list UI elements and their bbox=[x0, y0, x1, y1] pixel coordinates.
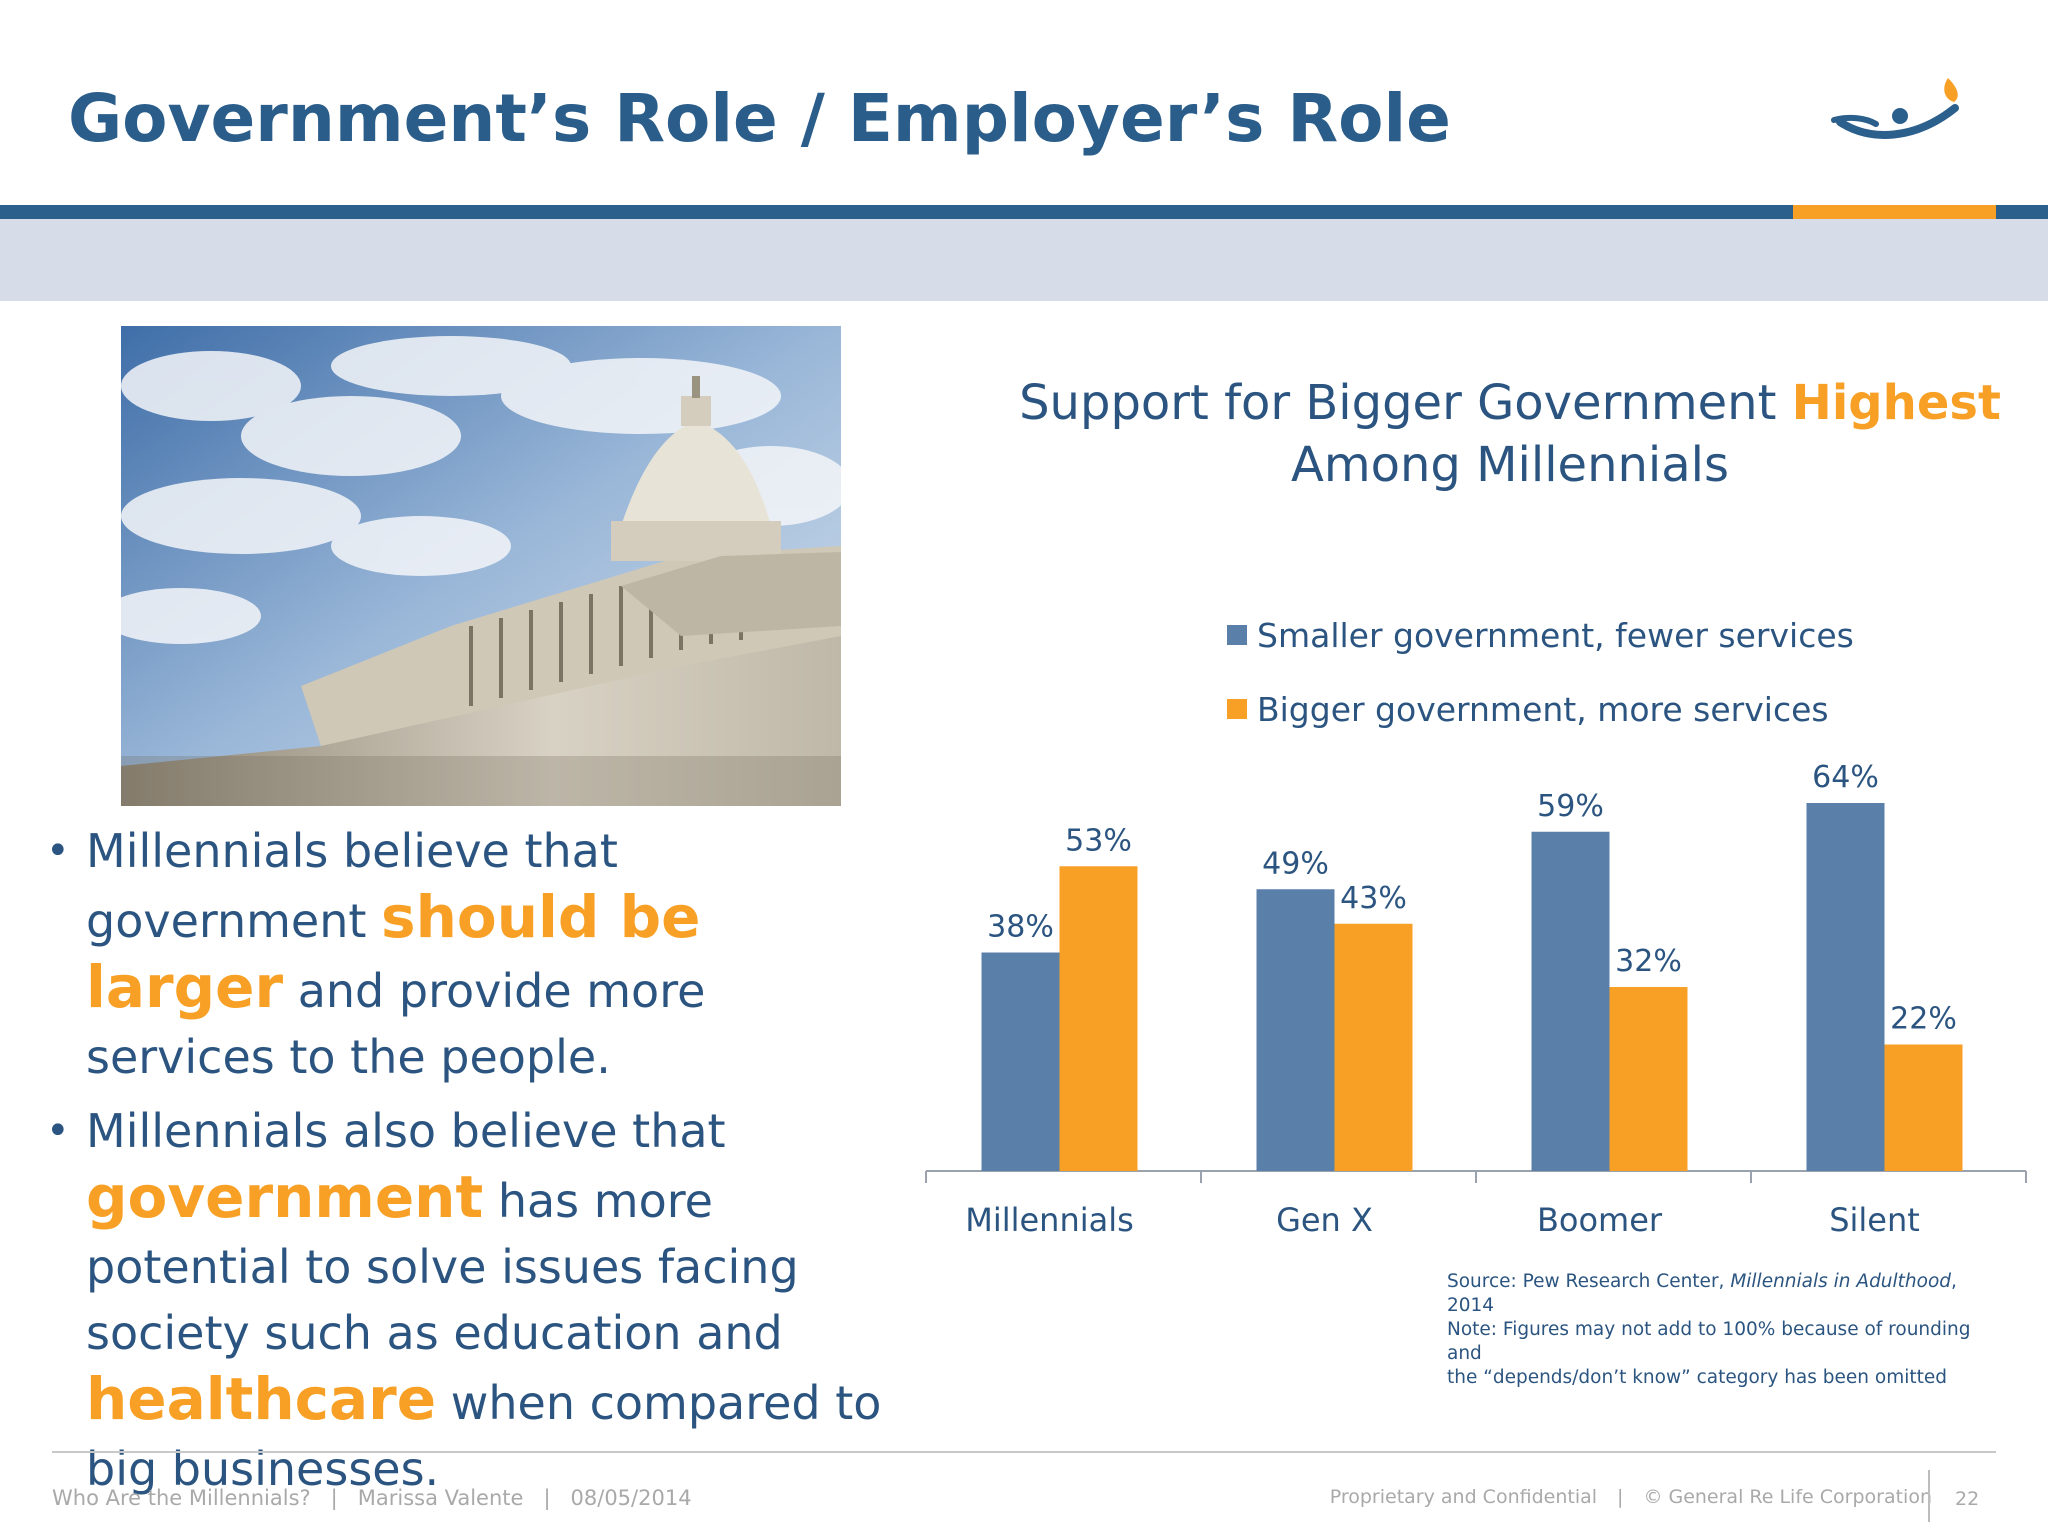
source-line-2: Note: Figures may not add to 100% becaus… bbox=[1447, 1319, 1971, 1364]
data-label: 22% bbox=[1890, 1002, 1957, 1037]
data-label: 43% bbox=[1340, 881, 1407, 916]
footer-deck-title: Who Are the Millennials? bbox=[52, 1486, 311, 1510]
footer-company: © General Re Life Corporation bbox=[1643, 1486, 1932, 1508]
x-tick-label: Gen X bbox=[1276, 1201, 1373, 1239]
data-label: 32% bbox=[1615, 944, 1682, 979]
bullet-highlight: should be larger bbox=[86, 883, 701, 1021]
footer-left: Who Are the Millennials? | Marissa Valente… bbox=[52, 1486, 692, 1510]
source-prefix: Source: Pew Research Center, bbox=[1447, 1271, 1731, 1292]
chart-title: Support for Bigger Government Highest Am… bbox=[1010, 372, 2010, 496]
source-line-3: the “depends/don’t know” category has be… bbox=[1447, 1367, 1948, 1388]
bullet-item: • Millennials believe that government sho… bbox=[40, 818, 900, 1090]
legend-item-bigger: Bigger government, more services bbox=[1227, 672, 1854, 746]
source-suffix: , 2014 bbox=[1447, 1271, 1957, 1316]
footer-author: Marissa Valente bbox=[357, 1486, 524, 1510]
legend-swatch-bigger bbox=[1227, 699, 1247, 719]
legend-swatch-smaller bbox=[1227, 625, 1247, 645]
chart-source-note: Source: Pew Research Center, Millennials… bbox=[1447, 1270, 2007, 1390]
data-label: 49% bbox=[1262, 846, 1329, 881]
page-number: 22 bbox=[1955, 1488, 1980, 1510]
bullet-text: Millennials believe that government bbox=[86, 824, 618, 948]
footer-rule bbox=[52, 1451, 1996, 1453]
chart-title-suffix: Among Millennials bbox=[1291, 437, 1729, 493]
data-label: 59% bbox=[1537, 789, 1604, 824]
x-tick-label: Boomer bbox=[1537, 1201, 1663, 1239]
slide-title: Government’s Role / Employer’s Role bbox=[68, 80, 1451, 157]
data-label: 64% bbox=[1812, 760, 1879, 795]
company-logo bbox=[1831, 78, 1959, 139]
bar-bigger-silent bbox=[1884, 1044, 1963, 1171]
bar-bigger-boomer bbox=[1609, 987, 1688, 1171]
footer-divider bbox=[1928, 1470, 1930, 1522]
chart-legend: Smaller government, fewer services Bigge… bbox=[1227, 598, 1854, 746]
footer-separator: | bbox=[330, 1486, 338, 1510]
data-label: 38% bbox=[987, 910, 1054, 945]
bar-smaller-boomer bbox=[1531, 831, 1610, 1171]
header-rule-accent bbox=[1793, 205, 1996, 219]
source-title: Millennials in Adulthood bbox=[1730, 1271, 1952, 1292]
footer-right: Proprietary and Confidential | © General R… bbox=[1330, 1486, 1932, 1508]
bar-smaller-gen-x bbox=[1256, 889, 1335, 1171]
bar-smaller-silent bbox=[1806, 803, 1885, 1171]
bullet-highlight: government bbox=[86, 1163, 484, 1231]
footer-separator: | bbox=[1617, 1486, 1624, 1508]
source-line-1: Source: Pew Research Center, Millennials… bbox=[1447, 1270, 2007, 1318]
bullet-text: and provide more services to the people. bbox=[86, 964, 706, 1084]
legend-label-smaller: Smaller government, fewer services bbox=[1257, 615, 1854, 655]
chart-title-prefix: Support for Bigger Government bbox=[1019, 375, 1792, 431]
capitol-building-photo bbox=[121, 326, 841, 806]
bullet-item: • Millennials also believe that governmen… bbox=[40, 1098, 900, 1502]
bar-smaller-millennials bbox=[981, 952, 1060, 1171]
bullet-highlight: healthcare bbox=[86, 1365, 437, 1433]
bullet-dot: • bbox=[46, 828, 70, 874]
bar-bigger-millennials bbox=[1059, 866, 1138, 1171]
legend-label-bigger: Bigger government, more services bbox=[1257, 689, 1829, 729]
bullet-dot: • bbox=[46, 1108, 70, 1154]
legend-item-smaller: Smaller government, fewer services bbox=[1227, 598, 1854, 672]
bullet-list: • Millennials believe that government sho… bbox=[40, 818, 900, 1502]
subtitle-band bbox=[0, 219, 2048, 301]
footer-confidential: Proprietary and Confidential bbox=[1329, 1486, 1598, 1508]
chart-title-highlight: Highest bbox=[1791, 375, 2001, 431]
bar-bigger-gen-x bbox=[1334, 923, 1413, 1171]
x-tick-label: Millennials bbox=[965, 1201, 1134, 1239]
footer-date: 08/05/2014 bbox=[570, 1486, 692, 1510]
bullet-text: has more potential to solve issues facin… bbox=[86, 1174, 799, 1360]
header-rule bbox=[0, 205, 2048, 219]
footer-separator: | bbox=[543, 1486, 551, 1510]
data-label: 53% bbox=[1065, 823, 1132, 858]
x-tick-label: Silent bbox=[1829, 1201, 1920, 1239]
bullet-text: Millennials also believe that bbox=[86, 1104, 726, 1158]
